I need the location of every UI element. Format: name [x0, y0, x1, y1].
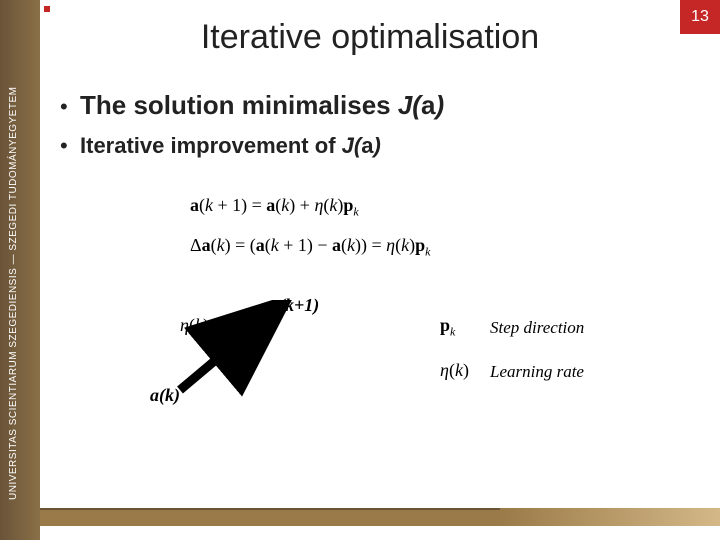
bullet-2-pre: Iterative improvement of: [80, 133, 342, 158]
slide-title: Iterative optimalisation: [60, 18, 680, 57]
pk-symbol: pk: [440, 315, 455, 340]
sidebar-institution-text: UNIVERSITAS SCIENTIARUM SZEGEDIENSIS — S…: [8, 20, 19, 500]
arrow-diagram: [170, 300, 300, 400]
step-direction-label: Step direction: [490, 318, 584, 338]
decorative-square: [44, 6, 50, 12]
bullet-2-close: ): [373, 133, 380, 158]
bullet-2-a: a: [361, 133, 373, 158]
bullet-marker: •: [60, 94, 80, 120]
bullet-2-J: J(: [342, 133, 362, 158]
bullet-2-text: Iterative improvement of J(a): [80, 133, 381, 159]
bullet-1: • The solution minimalises J(a): [60, 90, 700, 121]
equation-1: a(k + 1) = a(k) + η(k)pk: [190, 195, 359, 220]
bullet-1-close: ): [435, 90, 444, 120]
equation-2: Δa(k) = (a(k + 1) − a(k)) = η(k)pk: [190, 235, 430, 260]
footer-accent: [500, 508, 720, 526]
eta-k-symbol: η(k): [440, 360, 469, 381]
bullet-1-a: a: [421, 90, 435, 120]
sidebar: UNIVERSITAS SCIENTIARUM SZEGEDIENSIS — S…: [0, 0, 40, 540]
bullet-marker: •: [60, 133, 80, 159]
learning-rate-label: Learning rate: [490, 362, 584, 382]
bullet-1-text: The solution minimalises J(a): [80, 90, 444, 121]
bullet-1-pre: The solution minimalises: [80, 90, 398, 120]
page-number-badge: 13: [680, 0, 720, 34]
bullet-1-J: J(: [398, 90, 421, 120]
content-area: • The solution minimalises J(a) • Iterat…: [60, 90, 700, 171]
page-number: 13: [691, 8, 709, 26]
bullet-2: • Iterative improvement of J(a): [60, 133, 700, 159]
